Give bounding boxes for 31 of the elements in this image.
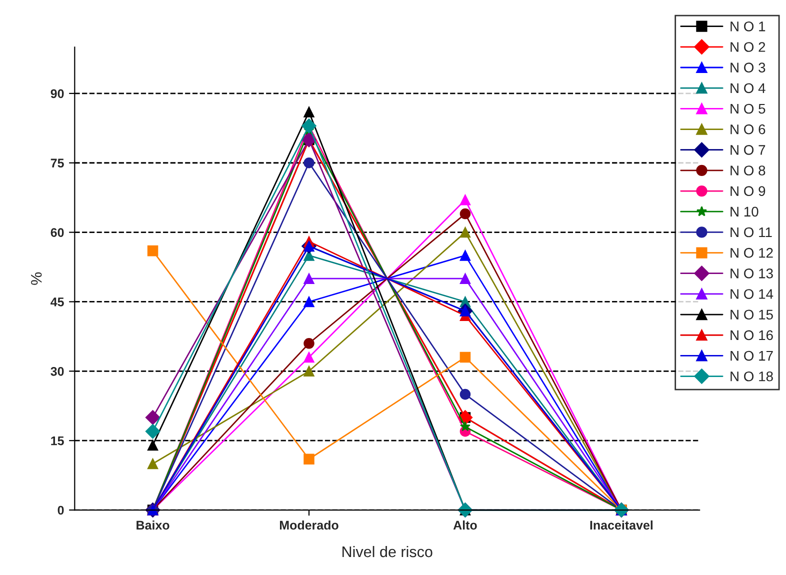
legend-label: N O 3 xyxy=(730,62,766,72)
y-tick-label: 90 xyxy=(50,89,64,98)
legend-label: N O 18 xyxy=(730,371,773,382)
x-axis-title: Nivel de risco xyxy=(342,546,432,558)
legend-label: N O 2 xyxy=(730,42,766,52)
legend-label: N O 15 xyxy=(730,310,773,320)
x-tick-label: Baixo xyxy=(136,520,170,530)
y-tick-label: 15 xyxy=(51,436,64,446)
legend-label: N O 7 xyxy=(730,145,766,155)
legend-label: N O 13 xyxy=(730,268,773,278)
y-tick-label: 30 xyxy=(50,366,64,376)
legend-label: N 10 xyxy=(730,206,758,217)
legend-label: N O 17 xyxy=(730,350,773,361)
legend-label: N O 16 xyxy=(730,330,773,340)
legend-label: N O 4 xyxy=(730,83,766,94)
legend-label: N O 5 xyxy=(730,104,766,114)
y-tick-label: 45 xyxy=(50,298,64,306)
x-tick-label: Moderado xyxy=(280,520,338,530)
legend-label: N O 11 xyxy=(730,227,772,238)
x-tick-label: Inaceitavel xyxy=(590,520,653,530)
legend-label: N O 6 xyxy=(730,124,766,134)
legend-label: N O 9 xyxy=(730,186,766,196)
y-tick-label: 60 xyxy=(50,228,64,237)
legend-label: N O 14 xyxy=(730,289,774,299)
y-axis-title: % xyxy=(31,272,42,285)
y-tick-label: 75 xyxy=(50,158,64,168)
legend-label: N O 12 xyxy=(730,248,773,258)
x-tick-label: Alto xyxy=(453,520,477,530)
y-tick-label: 0 xyxy=(58,506,64,515)
legend-label: N O 8 xyxy=(730,166,766,176)
legend-label: N O 1 xyxy=(730,21,766,32)
